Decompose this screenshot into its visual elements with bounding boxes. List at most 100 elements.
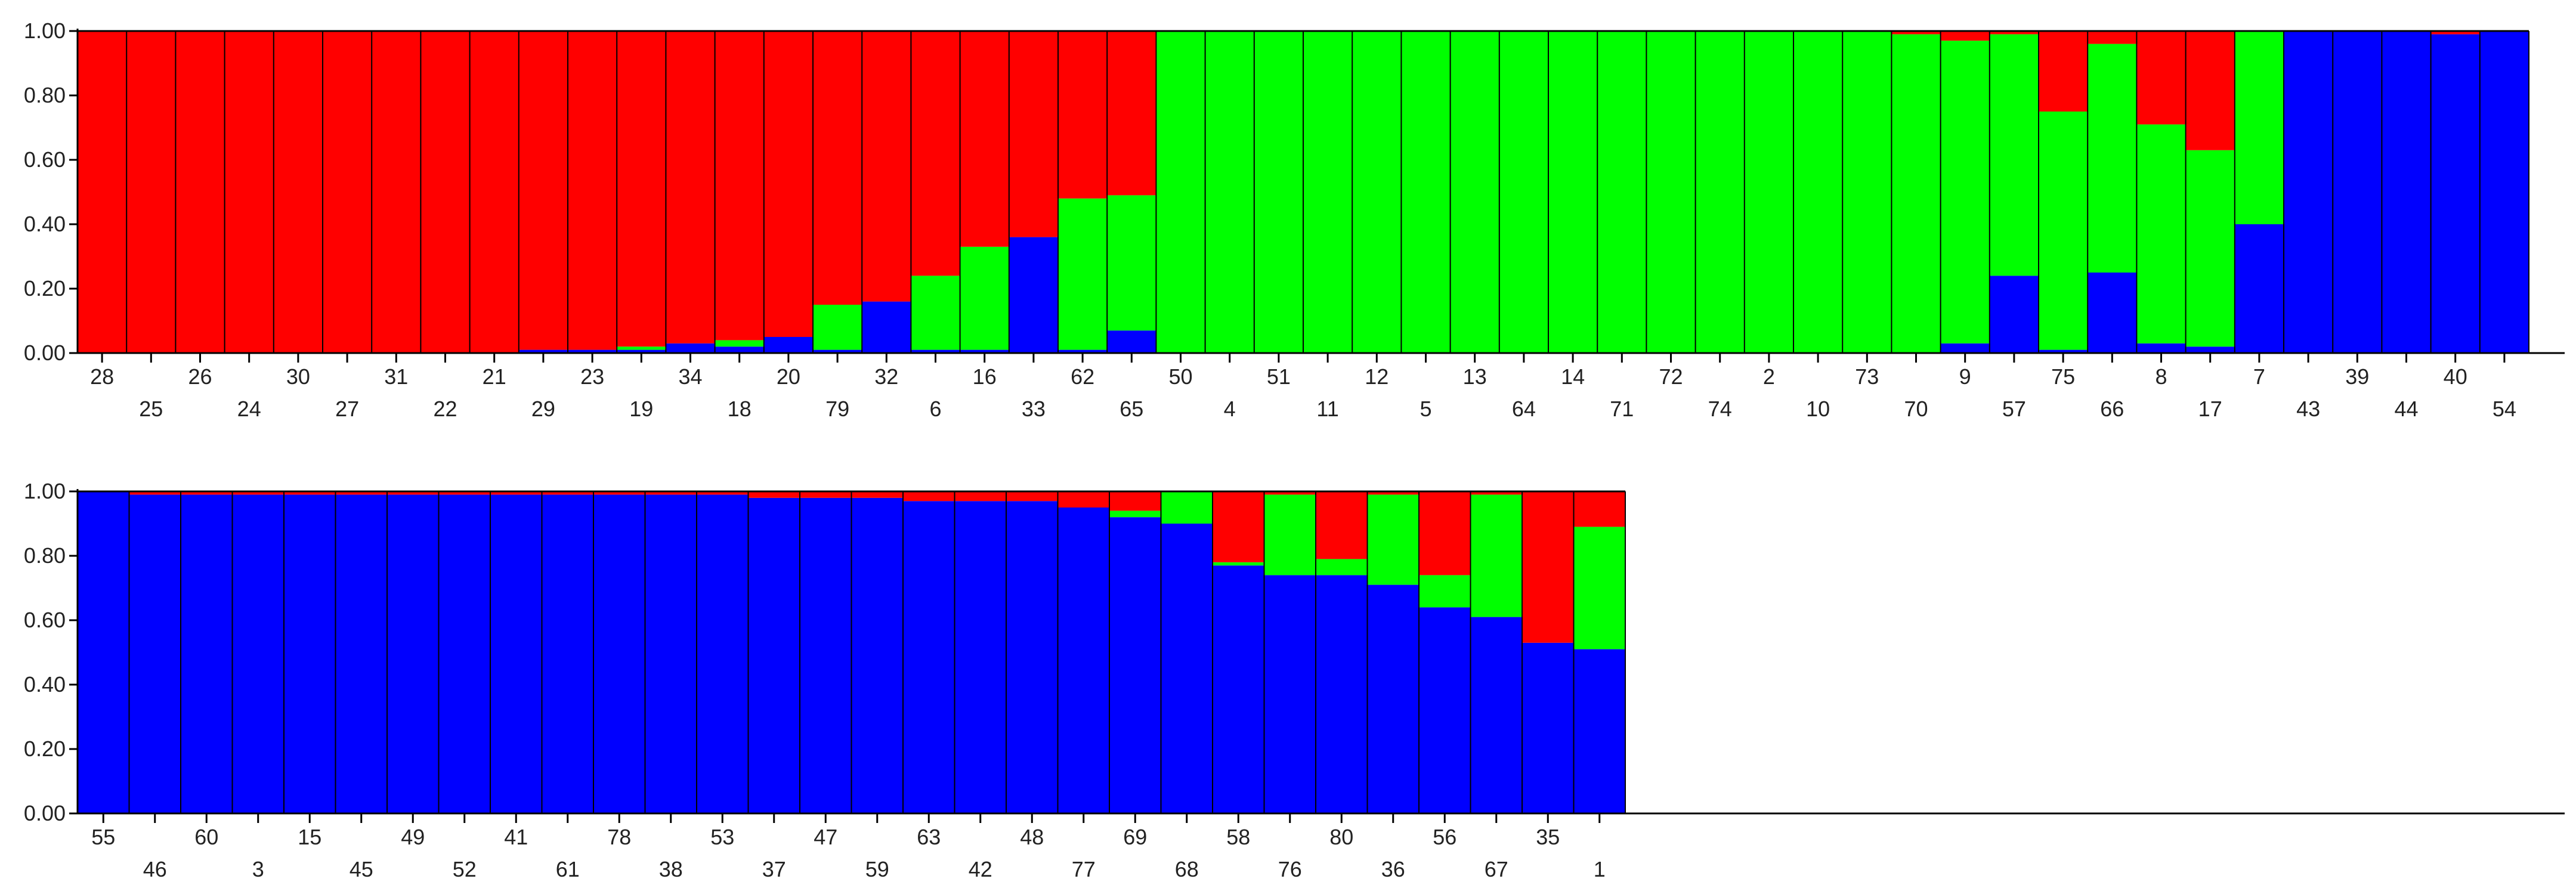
- bar-segment-42-s1: [954, 501, 1006, 813]
- x-tick-label-16: 16: [973, 364, 997, 389]
- bar-segment-7-s1: [2234, 224, 2284, 353]
- x-tick-label-25: 25: [139, 397, 163, 421]
- bar-segment-36-s3: [1367, 491, 1419, 495]
- bar-segment-42-s3: [954, 491, 1006, 502]
- bar-segment-40-s3: [2430, 31, 2480, 35]
- bar-segment-66-s1: [2088, 273, 2137, 353]
- x-tick-label-38: 38: [659, 857, 683, 881]
- bar-segment-51-s2: [1254, 31, 1303, 353]
- y-tick-label: 0.40: [24, 212, 66, 236]
- bar-segment-15-s1: [284, 494, 336, 813]
- bar-segment-45-s3: [335, 491, 387, 495]
- bar-segment-79-s3: [813, 31, 862, 305]
- bar-segment-1-s3: [1573, 491, 1625, 527]
- bar-segment-53-s1: [697, 494, 749, 813]
- bar-segment-46-s3: [129, 491, 181, 495]
- bar-segment-72-s2: [1646, 31, 1696, 353]
- x-tick-label-45: 45: [350, 857, 373, 881]
- bar-segment-57-s3: [1989, 31, 2039, 35]
- y-tick-label: 0.80: [24, 543, 66, 568]
- bar-segment-61-s1: [542, 494, 593, 813]
- bar-segment-16-s3: [960, 31, 1009, 247]
- bar-segment-62-s3: [1058, 31, 1108, 199]
- bar-segment-63-s3: [903, 491, 955, 502]
- bar-segment-62-s1: [1058, 349, 1108, 353]
- bar-segment-60-s3: [181, 491, 233, 495]
- y-tick-label: 0.60: [24, 608, 66, 632]
- bar-segment-28-s3: [78, 31, 127, 353]
- bar-segment-1-s1: [1573, 649, 1625, 813]
- bar-segment-3-s1: [232, 494, 284, 813]
- bar-segment-55-s1: [78, 491, 129, 813]
- bar-segment-48-s3: [1006, 491, 1058, 502]
- x-tick-label-37: 37: [762, 857, 786, 881]
- x-tick-label-75: 75: [2051, 364, 2075, 389]
- bar-segment-78-s1: [593, 494, 645, 813]
- bar-segment-80-s3: [1316, 491, 1368, 559]
- bar-segment-68-s2: [1161, 491, 1213, 524]
- bar-segment-31-s3: [372, 31, 421, 353]
- bar-segment-24-s3: [224, 31, 274, 353]
- bar-segment-46-s1: [129, 494, 181, 813]
- bar-segment-18-s2: [715, 340, 764, 347]
- x-tick-label-67: 67: [1485, 857, 1508, 881]
- bar-segment-30-s3: [273, 31, 323, 353]
- bar-segment-80-s1: [1316, 575, 1368, 813]
- bar-segment-53-s3: [697, 491, 749, 495]
- x-tick-label-3: 3: [252, 857, 264, 881]
- bar-segment-60-s1: [181, 494, 233, 813]
- bar-segment-5-s2: [1401, 31, 1451, 353]
- bar-segment-21-s3: [469, 31, 519, 353]
- x-tick-label-77: 77: [1072, 857, 1096, 881]
- x-tick-label-59: 59: [865, 857, 889, 881]
- bar-segment-49-s3: [387, 491, 439, 495]
- x-tick-label-57: 57: [2002, 397, 2026, 421]
- y-tick-label: 1.00: [24, 479, 66, 503]
- bar-segment-69-s2: [1109, 510, 1161, 518]
- bar-segment-8-s3: [2136, 31, 2186, 125]
- x-tick-label-61: 61: [556, 857, 580, 881]
- bar-segment-35-s1: [1522, 642, 1574, 813]
- x-tick-label-10: 10: [1806, 397, 1830, 421]
- bar-segment-20-s1: [763, 337, 813, 353]
- bar-segment-63-s1: [903, 501, 955, 813]
- bar-segment-41-s3: [490, 491, 542, 495]
- bar-segment-26-s3: [175, 31, 225, 353]
- bar-segment-56-s2: [1419, 575, 1471, 608]
- bar-segment-65-s2: [1107, 195, 1156, 331]
- bar-segment-13-s2: [1450, 31, 1499, 353]
- bar-segment-40-s1: [2430, 34, 2480, 353]
- bar-segment-67-s3: [1470, 491, 1522, 495]
- bar-segment-37-s3: [748, 491, 800, 498]
- x-tick-label-74: 74: [1708, 397, 1732, 421]
- bar-segment-19-s1: [617, 349, 666, 353]
- x-tick-label-42: 42: [969, 857, 992, 881]
- x-tick-label-35: 35: [1536, 825, 1560, 849]
- bar-segment-75-s2: [2039, 112, 2088, 350]
- bar-segment-29-s3: [518, 31, 568, 350]
- bar-segment-36-s2: [1367, 494, 1419, 585]
- bar-segment-73-s2: [1842, 31, 1892, 353]
- x-tick-label-48: 48: [1020, 825, 1044, 849]
- bar-segment-66-s3: [2088, 31, 2137, 44]
- x-tick-label-52: 52: [453, 857, 477, 881]
- bar-segment-76-s1: [1264, 575, 1316, 813]
- x-tick-label-26: 26: [188, 364, 212, 389]
- bar-segment-69-s1: [1109, 517, 1161, 813]
- bar-segment-54-s1: [2479, 31, 2529, 353]
- bar-segment-64-s2: [1499, 31, 1548, 353]
- x-tick-label-34: 34: [678, 364, 702, 389]
- bar-segment-75-s1: [2039, 349, 2088, 353]
- bar-segment-17-s2: [2185, 150, 2235, 347]
- bar-segment-47-s3: [800, 491, 852, 498]
- bar-segment-14-s2: [1548, 31, 1598, 353]
- bar-segment-18-s3: [715, 31, 764, 341]
- bar-segment-52-s1: [438, 494, 490, 813]
- x-tick-label-5: 5: [1420, 397, 1431, 421]
- x-tick-label-7: 7: [2253, 364, 2265, 389]
- x-tick-label-43: 43: [2296, 397, 2320, 421]
- bar-segment-7-s2: [2234, 31, 2284, 224]
- bar-segment-57-s1: [1989, 276, 2039, 353]
- bar-segment-56-s1: [1419, 607, 1471, 813]
- x-tick-label-18: 18: [728, 397, 752, 421]
